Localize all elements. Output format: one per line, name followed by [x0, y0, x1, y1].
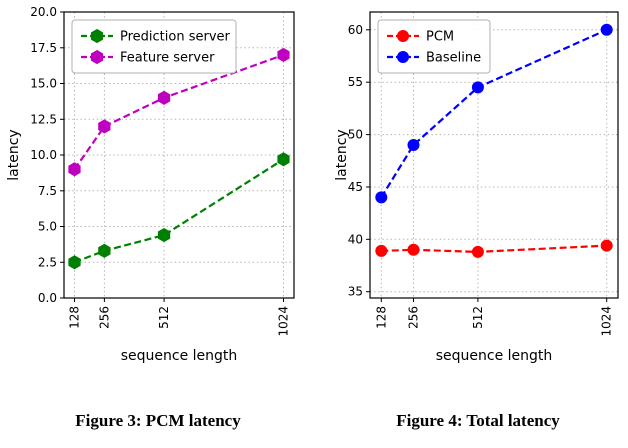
y-axis-label: latency [334, 129, 350, 180]
pcm-latency-chart: 0.0 2.5 5.0 7.5 10.0 12.5 15.0 17.5 20.0 latency 1… [6, 5, 295, 364]
y-tick-label: 2.5 [38, 255, 57, 269]
legend-label: PCM [426, 30, 454, 45]
y-tick-label: 55 [348, 75, 363, 89]
y-tick-label: 40 [348, 232, 363, 246]
y-axis: 35 40 45 50 55 60 latency [334, 23, 370, 299]
figure4: 35 40 45 50 55 60 latency 128 256 512 1024 sequence… [330, 2, 626, 431]
x-axis: 128 256 512 1024 sequence length [374, 298, 614, 364]
y-tick-label: 45 [348, 180, 363, 194]
series-baseline [375, 23, 613, 204]
x-tick-label: 1024 [277, 306, 291, 337]
y-tick-label: 20.0 [30, 5, 57, 19]
y-tick-label: 60 [348, 23, 363, 37]
series-prediction-server [68, 152, 290, 270]
x-tick-label: 256 [97, 306, 111, 329]
figure3-caption: Figure 3: PCM latency [75, 411, 241, 430]
x-tick-label: 256 [407, 306, 421, 329]
y-tick-label: 7.5 [38, 184, 57, 198]
y-tick-label: 35 [348, 285, 363, 299]
x-tick-label: 128 [68, 306, 82, 329]
y-tick-label: 10.0 [30, 148, 57, 162]
legend: Prediction server Feature server [71, 19, 237, 74]
series-pcm [375, 239, 613, 258]
total-latency-chart: 35 40 45 50 55 60 latency 128 256 512 1024 sequence… [334, 11, 619, 364]
legend-label: Feature server [120, 51, 215, 66]
legend-label: Baseline [426, 51, 481, 66]
x-tick-label: 512 [471, 306, 485, 329]
figure3: 0.0 2.5 5.0 7.5 10.0 12.5 15.0 17.5 20.0 latency 1… [2, 2, 314, 431]
y-axis-label: latency [6, 129, 22, 180]
y-tick-label: 17.5 [30, 41, 57, 55]
x-axis-label: sequence length [436, 348, 553, 364]
y-tick-label: 0.0 [38, 291, 57, 305]
figure4-caption: Figure 4: Total latency [396, 411, 560, 430]
y-axis: 0.0 2.5 5.0 7.5 10.0 12.5 15.0 17.5 20.0 latency [6, 5, 64, 305]
y-tick-label: 50 [348, 128, 363, 142]
x-axis: 128 256 512 1024 sequence length [68, 298, 291, 364]
y-tick-label: 5.0 [38, 220, 57, 234]
series-feature-server [68, 47, 290, 177]
x-tick-label: 512 [157, 306, 171, 329]
plot-frame [369, 11, 619, 299]
x-axis-label: sequence length [121, 348, 238, 364]
x-tick-label: 1024 [600, 306, 614, 337]
y-tick-label: 15.0 [30, 77, 57, 91]
legend-label: Prediction server [120, 30, 231, 45]
y-tick-label: 12.5 [30, 112, 57, 126]
x-tick-label: 128 [374, 306, 388, 329]
legend: PCM Baseline [377, 19, 491, 74]
